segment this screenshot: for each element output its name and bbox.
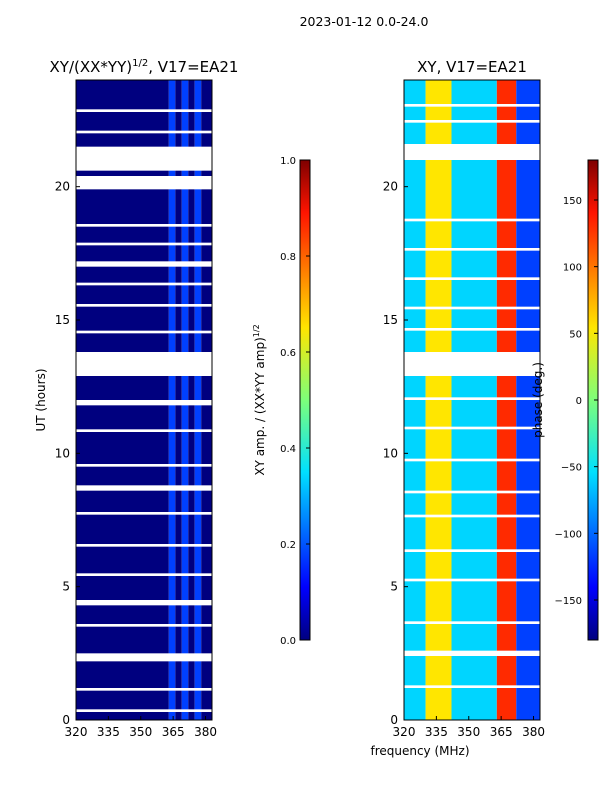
phase-flagged-gap (404, 490, 540, 494)
phase-y-axis: 0 5 10 15 20 (383, 180, 408, 727)
amplitude-colorbar-tick-label: 1.0 (280, 156, 296, 167)
phase-heatmap (404, 80, 540, 720)
amplitude-colorbar-tick-label: 0.8 (280, 252, 296, 263)
amplitude-flagged-gap (76, 429, 212, 432)
phase-flagged-gap (404, 549, 540, 552)
amplitude-flagged-gap (76, 464, 212, 467)
amplitude-colorbar-label: XY amp. / (XX*YY amp)1/2 (252, 324, 267, 475)
amplitude-colorbar-tick-label: 0.0 (280, 636, 296, 647)
amplitude-flagged-gap (76, 282, 212, 286)
phase-colorbar-tick-label: −150 (555, 596, 582, 607)
phase-flagged-gap (404, 426, 540, 430)
amplitude-flagged-gap (76, 485, 212, 491)
amplitude-plot-frame (75, 79, 213, 721)
amplitude-x-tick-label: 320 (65, 725, 88, 739)
amplitude-flagged-gap (76, 146, 212, 171)
amplitude-colorbar-tick-label: 0.4 (280, 444, 296, 455)
amplitude-flagged-gap (76, 304, 212, 307)
amplitude-y-label: UT (hours) (34, 368, 48, 431)
amplitude-y-tick-label: 10 (55, 446, 70, 460)
phase-x-tick-label: 380 (522, 725, 545, 739)
phase-flagged-gap (404, 328, 540, 331)
amplitude-x-tick-label: 365 (162, 725, 185, 739)
amplitude-y-tick-label: 5 (62, 580, 70, 594)
amplitude-flagged-gap (76, 130, 212, 134)
phase-flagged-gap (404, 306, 540, 310)
amplitude-y-axis: 0 5 10 15 20 (55, 180, 80, 727)
phase-x-tick-label: 365 (490, 725, 513, 739)
amplitude-flagged-gap (76, 688, 212, 691)
phase-plot-frame (403, 79, 541, 721)
amplitude-flagged-gap (76, 261, 212, 267)
phase-colorbar-tick-label: 100 (563, 263, 582, 274)
amplitude-flagged-gap (76, 400, 212, 406)
amplitude-colorbar-gradient (299, 159, 311, 641)
phase-colorbar-tick-label: −50 (561, 463, 582, 474)
amplitude-y-tick-label: 20 (55, 180, 70, 194)
phase-flagged-gap (404, 650, 540, 656)
amplitude-x-tick-label: 335 (97, 725, 120, 739)
phase-flagged-gap (404, 397, 540, 400)
phase-flagged-gap (404, 621, 540, 624)
phase-flagged-gap (404, 458, 540, 462)
amplitude-panel: XY/(XX*YY)1/2, V17=EA21 320 335 350 365 380 … (34, 58, 238, 739)
amplitude-flagged-gap (76, 600, 212, 606)
phase-x-tick-label: 350 (457, 725, 480, 739)
phase-panel-title: XY, V17=EA21 (417, 58, 527, 76)
amplitude-flagged-gap (76, 653, 212, 662)
amplitude-flagged-gap (76, 352, 212, 376)
phase-colorbar-tick-label: −100 (555, 529, 582, 540)
amplitude-flagged-gap (76, 242, 212, 246)
phase-flagged-gap (404, 514, 540, 518)
amplitude-colorbar-tick-label: 0.6 (280, 348, 296, 359)
phase-y-tick-label: 15 (383, 313, 398, 327)
amplitude-flagged-gap (76, 544, 212, 547)
phase-colorbar-tick-label: 150 (563, 196, 582, 207)
phase-colorbar-tick-label: 0 (576, 396, 582, 407)
phase-flagged-gap (404, 104, 540, 107)
phase-flagged-gap (404, 352, 540, 376)
phase-x-tick-label: 335 (425, 725, 448, 739)
phase-colorbar: −150 −100 −50 0 50 100 150 phase (deg.) (531, 159, 599, 641)
amplitude-flagged-gap (76, 330, 212, 334)
amplitude-colorbar: 0.0 0.2 0.4 0.6 0.8 1.0 XY amp. / (XX*YY amp)… (252, 156, 311, 647)
amplitude-flagged-gap (76, 573, 212, 576)
amplitude-x-tick-label: 380 (194, 725, 217, 739)
phase-flagged-gap (404, 248, 540, 251)
phase-x-axis: 320 335 350 365 380 (393, 716, 545, 739)
phase-y-tick-label: 10 (383, 446, 398, 460)
phase-x-tick-label: 320 (393, 725, 416, 739)
shared-x-label: frequency (MHz) (370, 744, 469, 758)
phase-flagged-gap (404, 277, 540, 280)
amplitude-panel-title: XY/(XX*YY)1/2, V17=EA21 (50, 58, 239, 76)
phase-y-tick-label: 0 (390, 713, 398, 727)
phase-flagged-gap (404, 144, 540, 160)
amplitude-colorbar-ticks: 0.0 0.2 0.4 0.6 0.8 1.0 (280, 156, 310, 647)
phase-y-tick-label: 5 (390, 580, 398, 594)
phase-flagged-gap (404, 578, 540, 582)
phase-colorbar-label: phase (deg.) (531, 362, 545, 438)
amplitude-flagged-gap (76, 512, 212, 515)
phase-colorbar-tick-label: 50 (569, 329, 582, 340)
figure-suptitle: 2023-01-12 0.0-24.0 (300, 14, 429, 29)
amplitude-flagged-gap (76, 709, 212, 712)
phase-flagged-gap (404, 218, 540, 222)
amplitude-flagged-gap (76, 109, 212, 112)
amplitude-heatmap (76, 80, 212, 720)
amplitude-flagged-gap (76, 624, 212, 627)
amplitude-colorbar-tick-label: 0.2 (280, 540, 296, 551)
amplitude-flagged-gap (76, 224, 212, 227)
phase-flagged-gap (404, 120, 540, 123)
amplitude-y-tick-label: 0 (62, 713, 70, 727)
amplitude-x-axis: 320 335 350 365 380 (65, 716, 217, 739)
phase-panel: XY, V17=EA21 320 335 350 365 380 0 5 10 15 20 (383, 58, 545, 739)
amplitude-y-tick-label: 15 (55, 313, 70, 327)
phase-y-tick-label: 20 (383, 180, 398, 194)
phase-flagged-gap (404, 685, 540, 688)
amplitude-x-tick-label: 350 (129, 725, 152, 739)
phase-colorbar-ticks: −150 −100 −50 0 50 100 150 (555, 196, 598, 607)
amplitude-flagged-gap (76, 176, 212, 190)
